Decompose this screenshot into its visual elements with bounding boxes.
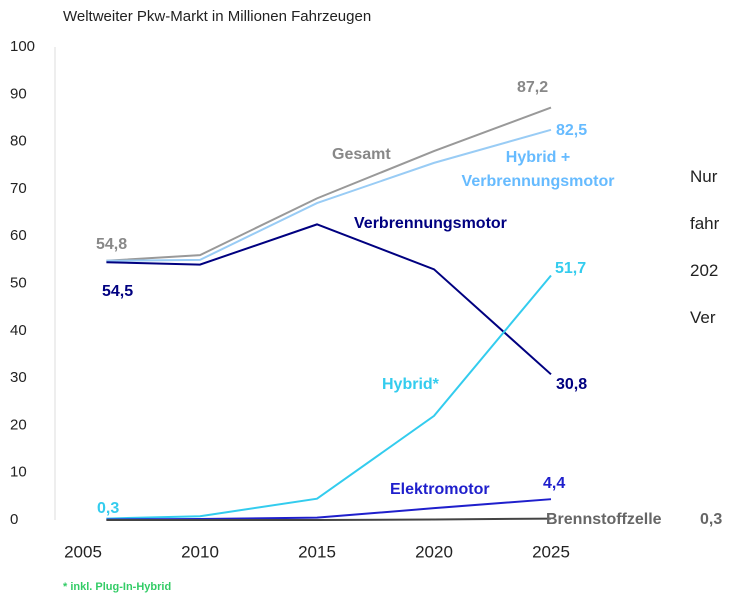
x-tick-label: 2020 bbox=[415, 542, 453, 561]
x-tick-label: 2025 bbox=[532, 542, 570, 561]
value-label: 54,8 bbox=[96, 236, 128, 253]
series-label: Hybrid* bbox=[382, 376, 439, 393]
series-label: Hybrid + Verbrennungsmotor bbox=[461, 149, 615, 190]
y-tick-label: 20 bbox=[10, 416, 27, 433]
chart-title: Weltweiter Pkw-Markt in Millionen Fahrze… bbox=[63, 8, 371, 25]
y-tick-label: 80 bbox=[10, 133, 27, 150]
value-label: 87,2 bbox=[517, 79, 549, 96]
series-label: Verbrennungsmotor bbox=[354, 215, 507, 232]
y-tick-label: 60 bbox=[10, 227, 27, 244]
y-tick-label: 30 bbox=[10, 369, 27, 386]
series-line bbox=[106, 106, 552, 262]
x-tick-label: 2015 bbox=[298, 542, 336, 561]
value-label: 4,4 bbox=[543, 475, 566, 492]
value-label: 54,5 bbox=[102, 283, 134, 300]
value-label: 0,3 bbox=[97, 500, 120, 517]
y-tick-label: 100 bbox=[10, 38, 35, 55]
y-tick-label: 70 bbox=[10, 180, 27, 197]
value-label: 51,7 bbox=[555, 260, 587, 277]
side-text: Ver bbox=[690, 308, 716, 327]
series-line bbox=[106, 223, 552, 376]
x-tick-label: 2005 bbox=[64, 542, 102, 561]
series-line bbox=[106, 128, 552, 262]
series-line bbox=[106, 517, 552, 521]
value-label: 0,3 bbox=[700, 511, 723, 528]
y-tick-label: 90 bbox=[10, 85, 27, 102]
y-tick-label: 0 bbox=[10, 511, 18, 528]
footnote: * inkl. Plug-In-Hybrid bbox=[63, 581, 171, 593]
value-label: 82,5 bbox=[556, 122, 588, 139]
y-tick-label: 40 bbox=[10, 322, 27, 339]
series-label: Gesamt bbox=[332, 146, 391, 163]
x-tick-label: 2010 bbox=[181, 542, 219, 561]
series-label: Elektromotor bbox=[390, 481, 490, 498]
side-text: Nur bbox=[690, 167, 718, 186]
side-text: fahr bbox=[690, 214, 720, 233]
y-tick-label: 50 bbox=[10, 274, 27, 291]
value-label: 30,8 bbox=[556, 376, 588, 393]
y-tick-label: 10 bbox=[10, 464, 27, 481]
series-line bbox=[106, 274, 552, 520]
side-text: 202 bbox=[690, 261, 719, 280]
series-label: Brennstoffzelle bbox=[546, 511, 662, 528]
